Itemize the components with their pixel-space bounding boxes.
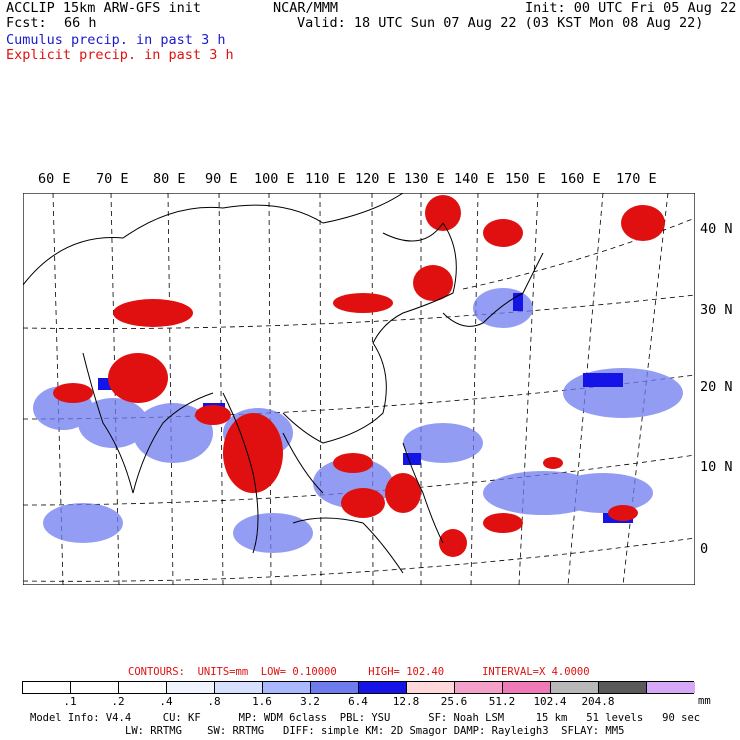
scale-swatch [311, 682, 359, 693]
scale-swatch [167, 682, 215, 693]
lat-label: 10 N [700, 459, 733, 475]
scale-tick-label: .8 [207, 695, 220, 708]
scale-tick-label: .1 [63, 695, 76, 708]
lon-label: 120 E [355, 171, 396, 187]
contours-line: CONTOURS: UNITS=mm LOW= 0.10000 HIGH= 10… [128, 666, 590, 678]
contours-high: HIGH= 102.40 [368, 666, 444, 678]
lat-label: 20 N [700, 379, 733, 395]
scale-tick-label: 204.8 [581, 695, 614, 708]
scale-tick-label: 25.6 [441, 695, 468, 708]
scale-swatch [647, 682, 695, 693]
scale-swatch [455, 682, 503, 693]
precip-color-scale [22, 681, 694, 694]
scale-swatch [551, 682, 599, 693]
scale-tick-label: 12.8 [393, 695, 420, 708]
lon-label: 110 E [305, 171, 346, 187]
scale-swatch [215, 682, 263, 693]
contours-units: UNITS=mm [198, 666, 249, 678]
scale-tick-label: .4 [159, 695, 172, 708]
scale-swatch [23, 682, 71, 693]
lon-label: 170 E [616, 171, 657, 187]
explicit-legend: Explicit precip. in past 3 h [6, 48, 234, 63]
contours-interval: INTERVAL=X 4.0000 [482, 666, 589, 678]
model-info-line1: Model Info: V4.4 CU: KF MP: WDM 6class P… [30, 712, 700, 724]
lat-label: 40 N [700, 221, 733, 237]
lat-label: 30 N [700, 302, 733, 318]
scale-swatch [503, 682, 551, 693]
lon-label: 140 E [454, 171, 495, 187]
scale-swatch [407, 682, 455, 693]
scale-tick-label: 51.2 [489, 695, 516, 708]
valid-time: Valid: 18 UTC Sun 07 Aug 22 (03 KST Mon … [297, 16, 703, 31]
scale-tick-label: 6.4 [348, 695, 368, 708]
lon-label: 80 E [153, 171, 186, 187]
lon-label: 90 E [205, 171, 238, 187]
lon-label: 100 E [254, 171, 295, 187]
lon-label: 160 E [560, 171, 601, 187]
scale-tick-label: .2 [111, 695, 124, 708]
lon-label: 150 E [505, 171, 546, 187]
lon-label: 70 E [96, 171, 129, 187]
scale-tick-label: 3.2 [300, 695, 320, 708]
scale-swatch [119, 682, 167, 693]
scale-swatch [263, 682, 311, 693]
scale-tick-label: 1.6 [252, 695, 272, 708]
contours-label: CONTOURS: [128, 666, 185, 678]
lat-label: 0 [700, 541, 708, 557]
map-title: ACCLIP 15km ARW-GFS init [6, 1, 201, 16]
scale-swatch [359, 682, 407, 693]
scale-swatch [599, 682, 647, 693]
lon-label: 60 E [38, 171, 71, 187]
lon-label: 130 E [404, 171, 445, 187]
model-info-line2: LW: RRTMG SW: RRTMG DIFF: simple KM: 2D … [125, 725, 624, 737]
init-time: Init: 00 UTC Fri 05 Aug 22 [525, 1, 736, 16]
forecast-hours: 66 h [64, 16, 97, 31]
precipitation-map [23, 193, 695, 585]
scale-unit: mm [698, 695, 711, 707]
scale-swatch [71, 682, 119, 693]
center-label: NCAR/MMM [273, 1, 338, 16]
contours-low: LOW= 0.10000 [261, 666, 337, 678]
forecast-label: Fcst: [6, 16, 47, 31]
scale-tick-label: 102.4 [533, 695, 566, 708]
cumulus-legend: Cumulus precip. in past 3 h [6, 33, 225, 48]
